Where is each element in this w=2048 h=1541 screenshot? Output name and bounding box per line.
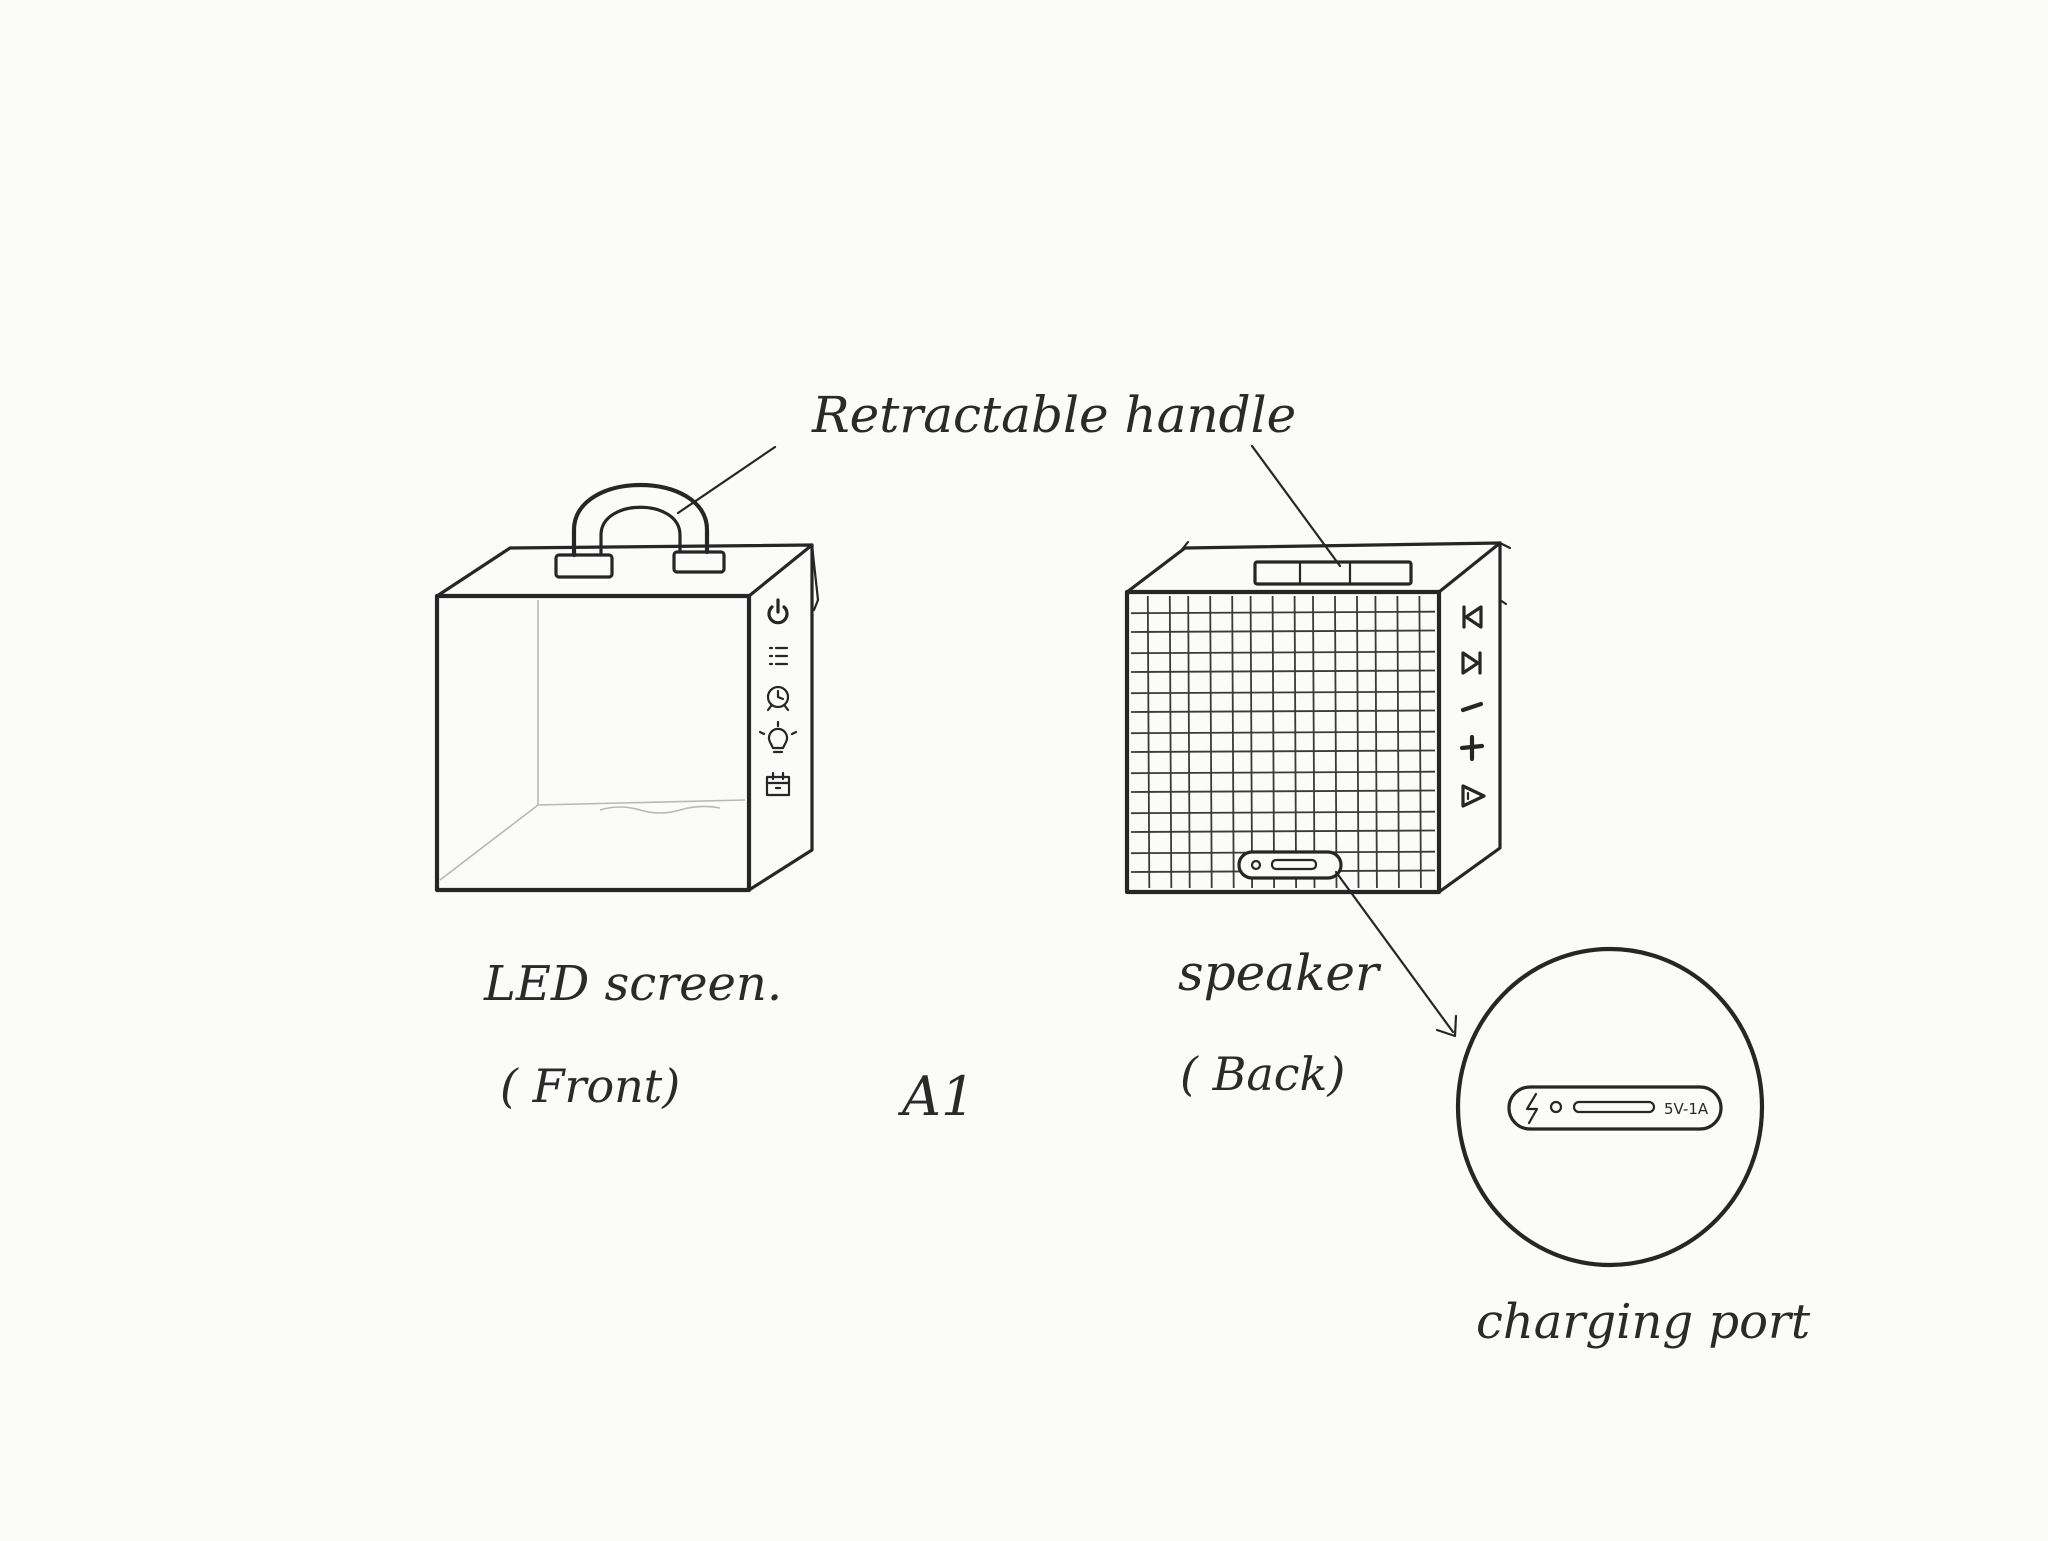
grille-horizontal-line [1130, 669, 1436, 673]
grille-vertical-line [1231, 595, 1235, 889]
grille-vertical-line [1146, 595, 1151, 889]
grille-vertical-line [1293, 595, 1297, 889]
handle-label: Retractable handle [811, 386, 1296, 444]
play-icon [1461, 784, 1486, 808]
port-rating-label: 5V-1A [1664, 1100, 1709, 1118]
grille-vertical-line [1396, 595, 1400, 889]
back-view [1124, 540, 1512, 895]
grille-horizontal-line [1130, 749, 1436, 753]
grille-horizontal-line [1130, 789, 1436, 793]
volume-up-icon [1459, 734, 1485, 762]
labels: Retractable handle LED screen. ( Front) … [483, 386, 1811, 1350]
grille-vertical-line [1374, 595, 1378, 889]
previous-track-icon [1462, 605, 1483, 629]
grille-horizontal-line [1130, 829, 1436, 833]
front-side-buttons [758, 598, 798, 797]
front-label: LED screen. [483, 956, 782, 1012]
back-sublabel: ( Back) [1180, 1047, 1345, 1101]
grille-horizontal-line [1130, 770, 1436, 775]
grille-vertical-line [1271, 595, 1275, 889]
lightning-icon [1525, 1092, 1539, 1125]
list-icon [768, 646, 789, 666]
next-track-icon [1461, 651, 1482, 675]
grille-vertical-line [1209, 595, 1213, 889]
volume-down-icon [1460, 701, 1484, 713]
back-side-buttons [1459, 605, 1486, 808]
leader-lines [676, 444, 1458, 1038]
grille-vertical-line [1168, 595, 1173, 889]
port-leader-arrowhead [1435, 1014, 1458, 1038]
grille-horizontal-line [1130, 730, 1436, 735]
grille-horizontal-line [1130, 810, 1436, 815]
front-handle [554, 482, 726, 579]
grille-vertical-line [1249, 595, 1253, 889]
grille-horizontal-line [1130, 709, 1436, 713]
front-view [434, 482, 820, 893]
speaker-grille [1130, 595, 1436, 889]
back-box-outline [1124, 540, 1512, 895]
screen-construction-lines [439, 600, 746, 881]
grille-vertical-line [1356, 595, 1360, 889]
light-bulb-icon [758, 720, 798, 754]
back-label: speaker [1178, 944, 1382, 1002]
grille-vertical-line [1187, 595, 1191, 889]
charging-port-detail: 5V-1A [1455, 946, 1765, 1268]
grille-horizontal-line [1130, 690, 1436, 695]
port-leader [1334, 870, 1455, 1034]
alarm-clock-icon [766, 685, 790, 712]
grille-horizontal-line [1130, 650, 1436, 655]
calendar-icon [765, 771, 791, 797]
led-dot-icon [1549, 1100, 1563, 1114]
back-handle [1253, 560, 1413, 586]
grille-vertical-line [1334, 595, 1338, 889]
grille-vertical-line [1418, 595, 1422, 889]
usb-slot-icon [1572, 1100, 1656, 1114]
front-sublabel: ( Front) [500, 1059, 680, 1113]
front-box-outline [434, 543, 820, 893]
grille-horizontal-line [1130, 610, 1436, 615]
port-label: charging port [1476, 1294, 1811, 1350]
back-charging-port [1237, 850, 1343, 880]
handle-leader-front [676, 445, 777, 515]
grille-vertical-line [1312, 595, 1316, 889]
center-mark: A1 [897, 1065, 975, 1128]
grille-horizontal-line [1130, 629, 1436, 633]
handle-leader-back [1250, 444, 1342, 568]
power-icon [767, 598, 789, 625]
